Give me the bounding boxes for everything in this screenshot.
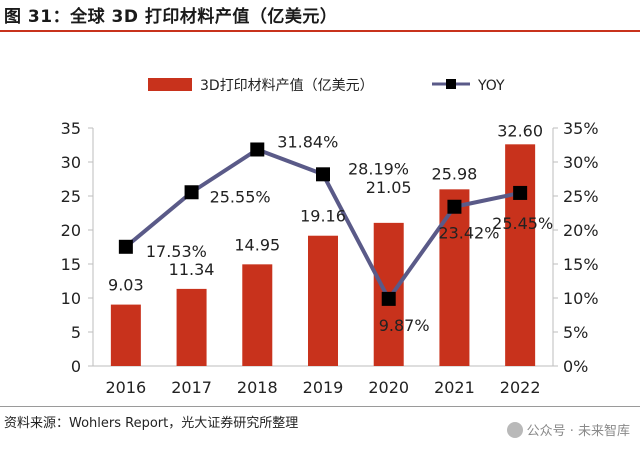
y-right-tick-label: 30% — [563, 153, 599, 172]
bar-value-label: 25.98 — [432, 164, 478, 183]
yoy-marker — [513, 185, 528, 200]
yoy-marker — [118, 239, 133, 254]
x-tick-label: 2021 — [434, 378, 475, 397]
y-left-tick-label: 35 — [61, 119, 81, 138]
watermark: 公众号 · 未来智库 — [506, 420, 630, 439]
watermark-text: 公众号 · 未来智库 — [526, 424, 630, 439]
y-left-tick-label: 5 — [71, 323, 81, 342]
y-left-tick-label: 15 — [61, 255, 81, 274]
y-left-tick-label: 10 — [61, 289, 81, 308]
x-tick-label: 2016 — [105, 378, 146, 397]
legend-line-label: YOY — [477, 78, 505, 94]
yoy-marker — [381, 291, 396, 306]
bar — [110, 304, 141, 366]
bar-value-label: 9.03 — [108, 276, 144, 295]
y-right-tick-label: 15% — [563, 255, 599, 274]
bar-value-label: 21.05 — [366, 178, 412, 197]
bar — [242, 264, 273, 366]
bar-value-label: 11.34 — [169, 260, 215, 279]
legend-bar-swatch — [148, 78, 192, 91]
x-tick-label: 2022 — [500, 378, 541, 397]
source-divider — [0, 406, 640, 407]
y-left-tick-label: 30 — [61, 153, 81, 172]
chart: 3D打印材料产值（亿美元） YOY 0 5 10 15 20 25 30 35 0% 5% 10% 15%… — [61, 77, 599, 397]
bar — [505, 144, 536, 366]
yoy-marker — [447, 199, 462, 214]
y-right-tick-label: 35% — [563, 119, 599, 138]
y-left-tick-label: 0 — [71, 357, 81, 376]
legend-line-marker — [446, 79, 456, 89]
y-right-tick-label: 10% — [563, 289, 599, 308]
yoy-value-label: 17.53% — [146, 242, 207, 261]
bar-value-label: 19.16 — [300, 207, 346, 226]
y-left-tick-label: 20 — [61, 221, 81, 240]
yoy-value-label: 25.55% — [210, 187, 271, 206]
bar — [308, 235, 338, 366]
bar — [439, 189, 470, 366]
yoy-value-label: 25.45% — [492, 214, 553, 233]
bar-value-label: 32.60 — [497, 121, 543, 140]
y-right-tick-label: 20% — [563, 221, 599, 240]
y-right-tick-label: 5% — [563, 323, 588, 342]
bar — [176, 288, 207, 366]
legend-bar-label: 3D打印材料产值（亿美元） — [200, 77, 374, 94]
source-note: 资料来源：Wohlers Report，光大证券研究所整理 — [4, 416, 299, 431]
title-divider — [0, 30, 640, 32]
x-tick-label: 2018 — [237, 378, 278, 397]
y-left-tick-label: 25 — [61, 187, 81, 206]
wechat-icon — [506, 422, 523, 438]
yoy-value-label: 31.84% — [277, 132, 338, 151]
bar-value-label: 14.95 — [234, 235, 280, 254]
y-right-tick-label: 0% — [563, 357, 588, 376]
yoy-marker — [316, 167, 330, 182]
yoy-marker — [184, 185, 199, 200]
yoy-value-label: 9.87% — [379, 316, 430, 335]
yoy-value-label: 28.19% — [348, 159, 409, 178]
x-tick-label: 2019 — [303, 378, 344, 397]
y-right-tick-label: 25% — [563, 187, 599, 206]
figure-title: 图 31：全球 3D 打印材料产值（亿美元） — [4, 7, 338, 27]
yoy-value-label: 23.42% — [438, 224, 499, 243]
x-tick-label: 2020 — [368, 378, 409, 397]
yoy-marker — [250, 142, 265, 157]
x-tick-label: 2017 — [171, 378, 212, 397]
